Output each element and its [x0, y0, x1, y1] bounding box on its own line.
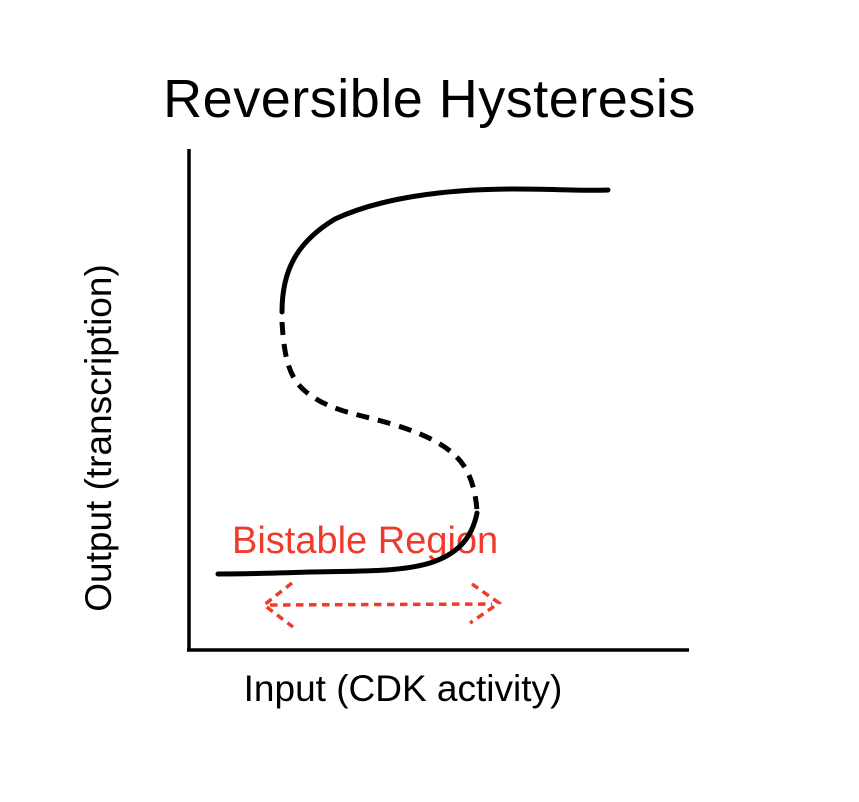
bistable-arrow-right-head-icon [469, 582, 503, 625]
bistable-region-label: Bistable Region [232, 520, 499, 562]
x-axis-label: Input (CDK activity) [243, 668, 563, 709]
unstable-middle-branch-curve [279, 321, 480, 512]
diagram-title: Reversible Hysteresis [163, 69, 696, 129]
bistable-arrow-line [269, 602, 493, 607]
lower-stable-branch-curve [215, 510, 480, 577]
upper-stable-branch-curve [279, 186, 611, 315]
